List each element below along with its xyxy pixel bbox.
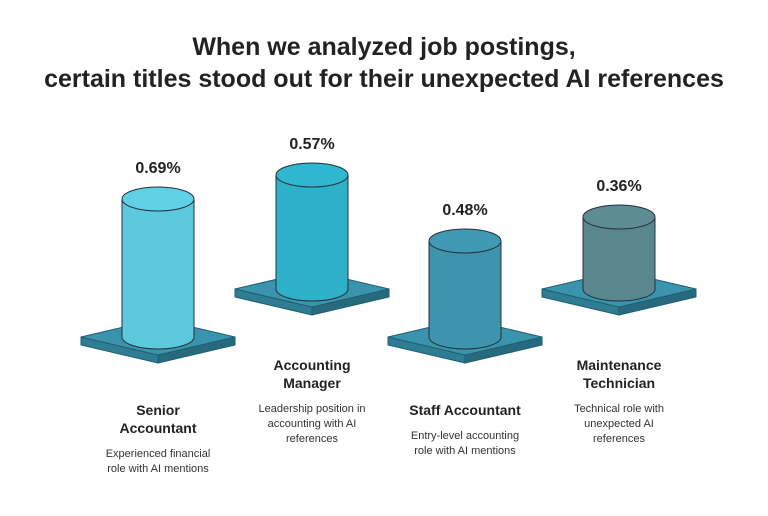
bar-3-top [428, 228, 502, 254]
bar-2-top [275, 162, 349, 188]
value-label-4: 0.36% [596, 178, 641, 195]
category-label-2: Accounting Manager Leadership position in a… [227, 356, 397, 447]
category-description-4: Technical role with unexpected AI referenc… [534, 402, 704, 447]
value-label-2: 0.57% [289, 136, 334, 153]
category-description-line: Experienced financial [105, 448, 211, 460]
category-description-1: Experienced financial role with AI mentio… [73, 447, 243, 477]
bar-1-top [121, 186, 195, 212]
category-label-4: Maintenance Technician Technical role with… [534, 356, 704, 447]
category-description-2: Leadership position in accounting with AI… [227, 402, 397, 447]
chart-title-line-2: certain titles stood out for their unexp… [44, 65, 724, 93]
category-description-line: accounting with AI [267, 418, 357, 430]
category-description-line: Technical role with [574, 403, 664, 415]
category-name-line: Maintenance [576, 357, 662, 373]
chart-title-line-1: When we analyzed job postings, [192, 33, 576, 61]
category-description-line: references [593, 433, 645, 445]
category-label-1: Senior Accountant Experienced financial rol… [73, 401, 243, 477]
category-name-line: Accounting [273, 357, 351, 373]
category-name-4: Maintenance Technician [534, 356, 704, 392]
category-description-line: Entry-level accounting [410, 430, 520, 442]
category-description-line: references [286, 433, 338, 445]
category-description-line: role with AI mentions [107, 463, 209, 475]
category-name-line: Accountant [119, 420, 197, 436]
category-name-line: Senior [136, 402, 180, 418]
category-description-line: Leadership position in [258, 403, 366, 415]
bar-4-body [582, 216, 656, 302]
value-label-3: 0.48% [442, 202, 487, 219]
category-name-1: Senior Accountant [73, 401, 243, 437]
category-name-3: Staff Accountant [380, 401, 550, 419]
category-description-line: role with AI mentions [414, 445, 516, 457]
category-name-line: Manager [283, 375, 341, 391]
bar-4-top [582, 204, 656, 230]
category-name-line: Staff Accountant [409, 402, 521, 418]
value-label-1: 0.69% [135, 160, 180, 177]
category-description-line: unexpected AI [584, 418, 654, 430]
bar-2-body [275, 174, 349, 302]
category-name-2: Accounting Manager [227, 356, 397, 392]
bar-3-body [428, 240, 502, 350]
category-label-3: Staff Accountant Entry-level accounting ro… [380, 401, 550, 459]
category-description-3: Entry-level accounting role with AI menti… [380, 429, 550, 459]
category-name-line: Technician [582, 375, 656, 391]
bar-1-body [121, 198, 195, 350]
